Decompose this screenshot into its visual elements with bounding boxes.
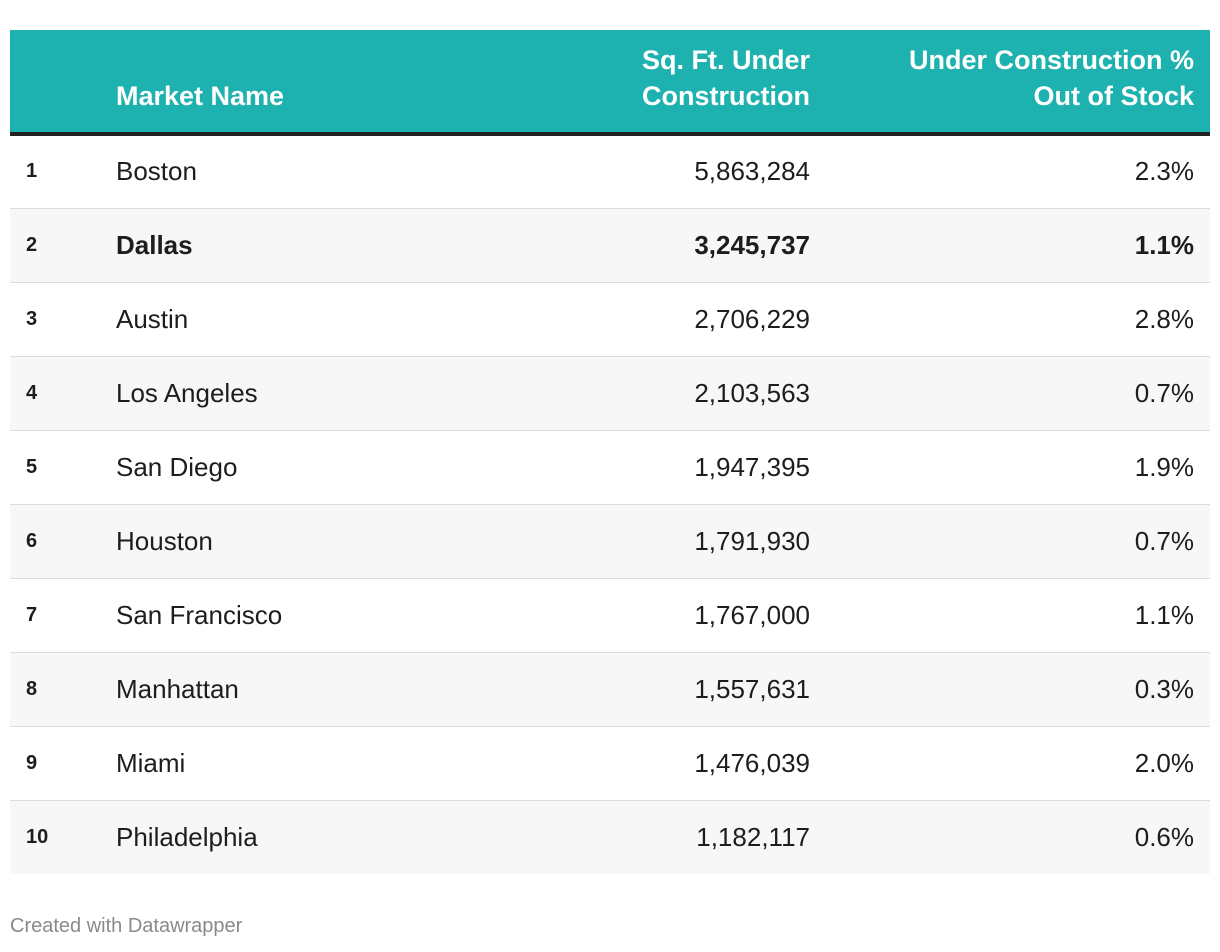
- row-sqft: 3,245,737: [536, 208, 826, 283]
- row-rank: 6: [10, 504, 116, 579]
- row-pct: 2.8%: [826, 282, 1210, 357]
- row-market-name: Manhattan: [116, 652, 536, 727]
- table-row: 7 San Francisco 1,767,000 1.1%: [10, 578, 1210, 653]
- header-market-name-label: Market Name: [116, 81, 285, 111]
- row-rank: 5: [10, 430, 116, 505]
- row-rank: 4: [10, 356, 116, 431]
- table-row: 9 Miami 1,476,039 2.0%: [10, 726, 1210, 801]
- row-rank: 2: [10, 208, 116, 283]
- row-pct: 0.3%: [826, 652, 1210, 727]
- data-table: Market Name Sq. Ft. Under Construction U…: [10, 30, 1210, 874]
- row-pct: 2.0%: [826, 726, 1210, 801]
- row-market-name: Houston: [116, 504, 536, 579]
- header-row: Market Name Sq. Ft. Under Construction U…: [10, 30, 1210, 136]
- table-body: 1 Boston 5,863,284 2.3% 2 Dallas 3,245,7…: [10, 134, 1210, 874]
- row-rank: 9: [10, 726, 116, 801]
- row-pct: 1.9%: [826, 430, 1210, 505]
- row-market-name: Boston: [116, 134, 536, 209]
- table-row: 5 San Diego 1,947,395 1.9%: [10, 430, 1210, 505]
- row-sqft: 1,767,000: [536, 578, 826, 653]
- row-market-name: Los Angeles: [116, 356, 536, 431]
- row-pct: 2.3%: [826, 134, 1210, 209]
- row-sqft: 2,706,229: [536, 282, 826, 357]
- row-sqft: 1,557,631: [536, 652, 826, 727]
- row-pct: 0.7%: [826, 504, 1210, 579]
- row-market-name: Austin: [116, 282, 536, 357]
- table-row: 8 Manhattan 1,557,631 0.3%: [10, 652, 1210, 727]
- row-sqft: 1,791,930: [536, 504, 826, 579]
- table-row: 6 Houston 1,791,930 0.7%: [10, 504, 1210, 579]
- header-pct-line2: Out of Stock: [1033, 81, 1195, 111]
- header-sqft-line2: Construction: [642, 81, 810, 111]
- row-rank: 8: [10, 652, 116, 727]
- header-pct[interactable]: Under Construction % Out of Stock: [826, 30, 1210, 136]
- row-market-name: Dallas: [116, 208, 536, 283]
- header-sqft[interactable]: Sq. Ft. Under Construction: [536, 30, 826, 136]
- table-row: 4 Los Angeles 2,103,563 0.7%: [10, 356, 1210, 431]
- header-rank[interactable]: [10, 30, 116, 136]
- row-market-name: San Diego: [116, 430, 536, 505]
- header-pct-line1: Under Construction %: [908, 45, 1194, 75]
- table-row: 1 Boston 5,863,284 2.3%: [10, 134, 1210, 209]
- row-rank: 7: [10, 578, 116, 653]
- table-row: 3 Austin 2,706,229 2.8%: [10, 282, 1210, 357]
- row-pct: 0.6%: [1134, 821, 1194, 852]
- row-sqft: 2,103,563: [536, 356, 826, 431]
- row-rank: 10: [26, 825, 49, 848]
- row-pct: 1.1%: [826, 208, 1210, 283]
- row-sqft: 1,476,039: [536, 726, 826, 801]
- row-rank: 1: [10, 134, 116, 209]
- row-market-name: Philadelphia: [116, 821, 258, 852]
- row-market-name: Miami: [116, 726, 536, 801]
- market-table: Market Name Sq. Ft. Under Construction U…: [10, 30, 1210, 874]
- table-row: 10 Philadelphia 1,182,117 0.6%: [10, 800, 1210, 874]
- table-row: 2 Dallas 3,245,737 1.1%: [10, 208, 1210, 283]
- row-sqft: 1,947,395: [536, 430, 826, 505]
- row-market-name: San Francisco: [116, 578, 536, 653]
- row-sqft: 1,182,117: [696, 821, 810, 852]
- row-pct: 0.7%: [826, 356, 1210, 431]
- row-sqft: 5,863,284: [536, 134, 826, 209]
- row-pct: 1.1%: [826, 578, 1210, 653]
- header-sqft-line1: Sq. Ft. Under: [642, 45, 810, 75]
- datawrapper-credit[interactable]: Created with Datawrapper: [10, 915, 243, 937]
- row-rank: 3: [10, 282, 116, 357]
- header-market-name[interactable]: Market Name: [116, 30, 536, 136]
